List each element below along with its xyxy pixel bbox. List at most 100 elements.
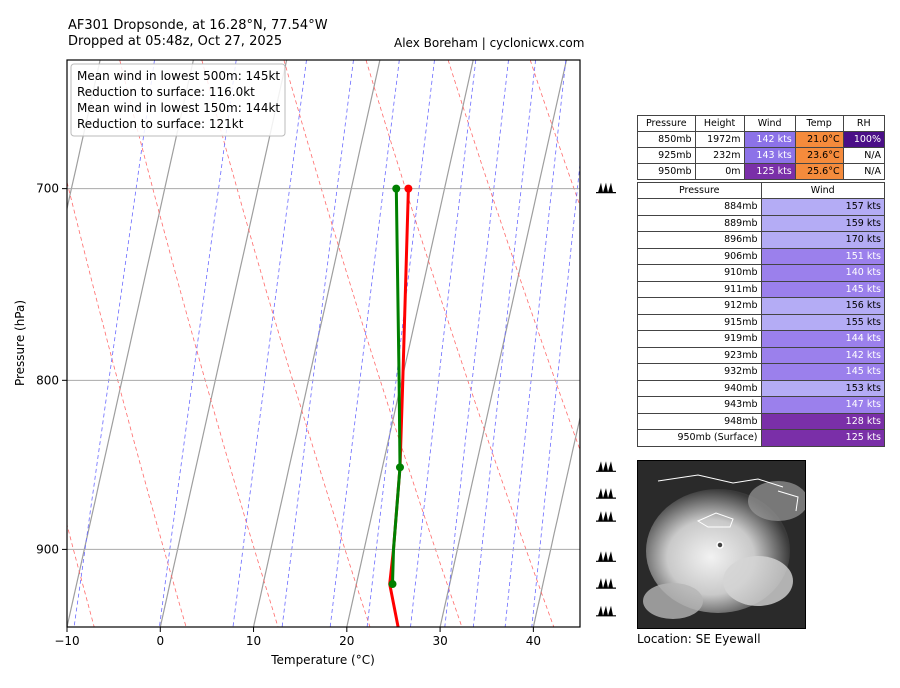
summary-wind: 142 kts bbox=[743, 131, 796, 148]
level-row: 896mb 170 kts bbox=[637, 231, 885, 249]
summary-wind: 125 kts bbox=[743, 163, 796, 180]
isotherm-line bbox=[252, 60, 381, 627]
chart-axes: −10 0 10 20 30 40 700 800 900 bbox=[36, 182, 541, 648]
y-tick-label: 900 bbox=[36, 542, 59, 556]
info-line-3: Mean wind in lowest 150m: 144kt bbox=[77, 101, 280, 115]
level-pressure: 910mb bbox=[637, 264, 762, 282]
summary-pressure: 950mb bbox=[637, 163, 696, 180]
level-pressure: 915mb bbox=[637, 313, 762, 331]
level-wind: 147 kts bbox=[760, 396, 885, 414]
level-row: 911mb 145 kts bbox=[637, 280, 885, 298]
credit-text: Alex Boreham | cyclonicwx.com bbox=[394, 36, 585, 50]
level-pressure: 919mb bbox=[637, 330, 762, 348]
mixing-ratio-line bbox=[159, 60, 237, 627]
wind-barb bbox=[596, 488, 616, 499]
level-row: 919mb 144 kts bbox=[637, 330, 885, 348]
summary-rh: N/A bbox=[842, 147, 886, 164]
level-row: 912mb 156 kts bbox=[637, 297, 885, 315]
level-pressure: 950mb (Surface) bbox=[637, 429, 762, 447]
dry-adiabat-line bbox=[447, 60, 580, 452]
mixing-ratio-line bbox=[410, 60, 477, 627]
wind-barb bbox=[596, 182, 616, 194]
level-wind: 140 kts bbox=[760, 264, 885, 282]
y-axis-label: Pressure (hPa) bbox=[13, 300, 27, 386]
level-row: 884mb 157 kts bbox=[637, 198, 885, 216]
x-tick-label: 30 bbox=[432, 634, 447, 648]
summary-rh: 100% bbox=[842, 131, 886, 148]
summary-header-height: Height bbox=[694, 115, 745, 132]
x-axis-label: Temperature (°C) bbox=[270, 653, 375, 667]
x-tick-label: 0 bbox=[156, 634, 164, 648]
drop-location-marker bbox=[716, 541, 724, 549]
wind-barb bbox=[596, 461, 616, 472]
level-pressure: 889mb bbox=[637, 214, 762, 232]
dry-adiabat-line bbox=[365, 60, 555, 627]
level-pressure: 906mb bbox=[637, 247, 762, 265]
mixing-ratio-line bbox=[504, 60, 567, 627]
level-header-wind: Wind bbox=[760, 182, 885, 199]
summary-rh: N/A bbox=[842, 163, 886, 180]
level-pressure: 923mb bbox=[637, 346, 762, 364]
summary-header-pressure: Pressure bbox=[637, 115, 696, 132]
summary-row: 925mb 232m 143 kts 23.6°C N/A bbox=[637, 147, 886, 164]
level-wind: 145 kts bbox=[760, 363, 885, 381]
level-header-pressure: Pressure bbox=[637, 182, 762, 199]
level-wind: 156 kts bbox=[760, 297, 885, 315]
level-pressure: 912mb bbox=[637, 297, 762, 315]
level-wind: 155 kts bbox=[760, 313, 885, 331]
level-row: 943mb 147 kts bbox=[637, 396, 885, 414]
level-wind: 159 kts bbox=[760, 214, 885, 232]
level-row: 950mb (Surface) 125 kts bbox=[637, 429, 885, 447]
isotherm-line bbox=[67, 60, 101, 212]
level-wind: 142 kts bbox=[760, 346, 885, 364]
level-wind: 151 kts bbox=[760, 247, 885, 265]
level-row: 923mb 142 kts bbox=[637, 346, 885, 364]
dewpoint-marker bbox=[388, 580, 397, 589]
satellite-image bbox=[637, 460, 806, 629]
level-wind: 125 kts bbox=[760, 429, 885, 447]
level-wind: 170 kts bbox=[760, 231, 885, 249]
level-pressure: 932mb bbox=[637, 363, 762, 381]
level-wind: 144 kts bbox=[760, 330, 885, 348]
level-row: 948mb 128 kts bbox=[637, 412, 885, 430]
level-pressure: 884mb bbox=[637, 198, 762, 216]
mixing-ratio-line bbox=[329, 60, 400, 627]
summary-row: 850mb 1972m 142 kts 21.0°C 100% bbox=[637, 131, 886, 148]
isotherm-line bbox=[67, 60, 194, 627]
mixing-ratio-line bbox=[73, 60, 155, 627]
x-tick-label: 20 bbox=[339, 634, 354, 648]
level-wind: 157 kts bbox=[760, 198, 885, 216]
dewpoint-marker bbox=[392, 184, 401, 193]
level-pressure: 943mb bbox=[637, 396, 762, 414]
dry-adiabat-line bbox=[67, 523, 95, 627]
mixing-ratio-line bbox=[531, 160, 580, 627]
level-row: 932mb 145 kts bbox=[637, 363, 885, 381]
x-tick-label: 10 bbox=[246, 634, 261, 648]
info-box: Mean wind in lowest 500m: 145kt Reductio… bbox=[70, 63, 286, 137]
x-tick-label: 40 bbox=[526, 634, 541, 648]
level-wind-table: Pressure Wind 884mb 157 kts 889mb 159 kts 89… bbox=[637, 182, 885, 447]
location-label: Location: SE Eyewall bbox=[637, 632, 761, 646]
plot-frame bbox=[66, 59, 581, 628]
level-header-row: Pressure Wind bbox=[637, 182, 885, 199]
dry-adiabat-line bbox=[119, 60, 279, 627]
y-tick-label: 700 bbox=[36, 182, 59, 196]
level-pressure: 911mb bbox=[637, 280, 762, 298]
level-row: 940mb 153 kts bbox=[637, 379, 885, 397]
summary-pressure: 925mb bbox=[637, 147, 696, 164]
mixing-ratio-line bbox=[232, 60, 307, 627]
mixing-ratio-line bbox=[281, 60, 354, 627]
y-tick-label: 800 bbox=[36, 373, 59, 387]
mixing-ratio-line bbox=[444, 60, 509, 627]
level-pressure: 896mb bbox=[637, 231, 762, 249]
wind-barb bbox=[596, 605, 616, 617]
chart-profiles bbox=[388, 184, 413, 627]
summary-table: Pressure Height Wind Temp RH 850mb 1972m… bbox=[637, 115, 886, 180]
level-pressure: 940mb bbox=[637, 379, 762, 397]
summary-temp: 23.6°C bbox=[794, 147, 844, 164]
wind-barbs bbox=[596, 182, 616, 617]
mixing-ratio-line bbox=[472, 60, 536, 627]
mixing-ratio-line bbox=[366, 60, 435, 627]
chart-guide-lines bbox=[67, 60, 580, 627]
wind-barb bbox=[596, 551, 616, 562]
